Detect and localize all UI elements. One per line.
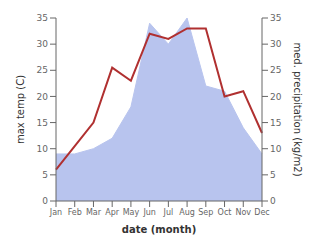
svg-text:med. precipitation (kg/m2): med. precipitation (kg/m2) xyxy=(292,42,303,176)
svg-text:max temp (C): max temp (C) xyxy=(15,75,26,144)
svg-text:35: 35 xyxy=(37,13,48,23)
svg-text:Jun: Jun xyxy=(142,208,156,217)
svg-text:5: 5 xyxy=(42,170,48,180)
svg-text:0: 0 xyxy=(42,196,48,206)
svg-text:5: 5 xyxy=(270,170,276,180)
svg-text:Mar: Mar xyxy=(86,208,102,217)
svg-text:Oct: Oct xyxy=(218,208,232,217)
svg-text:25: 25 xyxy=(270,65,281,75)
svg-text:Feb: Feb xyxy=(68,208,82,217)
svg-text:Apr: Apr xyxy=(105,208,120,217)
svg-text:25: 25 xyxy=(37,65,48,75)
svg-text:20: 20 xyxy=(37,92,49,102)
svg-text:35: 35 xyxy=(270,13,281,23)
svg-text:Sep: Sep xyxy=(198,208,213,217)
svg-text:Dec: Dec xyxy=(254,208,269,217)
svg-text:15: 15 xyxy=(270,118,281,128)
svg-text:30: 30 xyxy=(270,39,282,49)
svg-text:Jul: Jul xyxy=(163,208,174,217)
svg-text:10: 10 xyxy=(37,144,49,154)
svg-text:20: 20 xyxy=(270,92,282,102)
svg-text:Aug: Aug xyxy=(179,208,195,217)
svg-text:10: 10 xyxy=(270,144,282,154)
svg-text:30: 30 xyxy=(37,39,49,49)
svg-text:15: 15 xyxy=(37,118,48,128)
svg-text:May: May xyxy=(123,208,140,217)
svg-text:date (month): date (month) xyxy=(122,224,196,235)
svg-text:Jan: Jan xyxy=(49,208,62,217)
svg-text:Nov: Nov xyxy=(235,208,251,217)
svg-text:0: 0 xyxy=(270,196,276,206)
